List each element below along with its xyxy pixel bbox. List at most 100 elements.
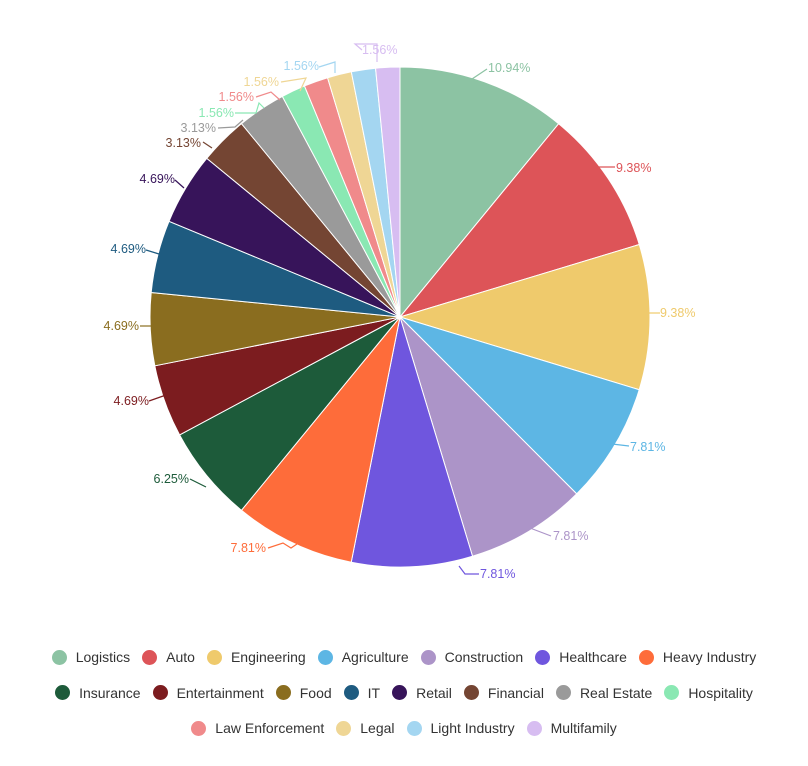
legend: Logistics Auto Engineering Agriculture Const… [0, 648, 808, 755]
legend-label: Retail [416, 684, 452, 701]
legend-label: Insurance [79, 684, 141, 701]
legend-row: Insurance Entertainment Food IT Retail Financ… [0, 684, 808, 702]
legend-swatch [406, 720, 422, 736]
leader-line [267, 542, 298, 549]
pie-chart: 10.94% 9.38% 9.38% 7.81% 7.81% 7.81% 7.81% 6.25… [104, 43, 696, 581]
legend-item[interactable]: Auto [142, 648, 195, 666]
pie-slice-multifamily[interactable] [374, 66, 401, 318]
legend-label: Law Enforcement [215, 720, 325, 736]
leader-lines [140, 43, 660, 575]
legend-swatch [152, 685, 168, 700]
data-label: 7.81% [630, 440, 665, 454]
legend-item[interactable]: Engineering [206, 648, 306, 666]
legend-label: IT [367, 684, 381, 701]
data-label: 6.25% [154, 472, 189, 486]
legend-item[interactable]: Logistics [51, 648, 131, 666]
legend-item[interactable]: Construction [420, 648, 524, 666]
legend-item[interactable]: Financial [463, 684, 544, 702]
legend-item[interactable]: Retail [392, 684, 452, 702]
pie-slices [149, 66, 651, 568]
legend-swatch [420, 649, 436, 665]
leader-line [202, 141, 213, 149]
leader-line [255, 91, 281, 101]
legend-swatch [555, 685, 571, 700]
legend-swatch [275, 685, 291, 700]
data-label: 1.56% [362, 43, 397, 57]
leader-line [235, 101, 265, 114]
legend-label: Heavy Industry [662, 649, 757, 665]
legend-item[interactable]: IT [343, 684, 381, 702]
leader-line [148, 394, 167, 402]
legend-item[interactable]: Food [275, 684, 332, 702]
leader-line [318, 61, 336, 73]
legend-swatch [191, 720, 207, 736]
data-label: 9.38% [660, 306, 695, 320]
legend-item[interactable]: Multifamily [526, 719, 617, 737]
data-labels: 10.94% 9.38% 9.38% 7.81% 7.81% 7.81% 7.81% 6.25… [104, 43, 696, 581]
legend-label: Agriculture [341, 649, 409, 665]
legend-label: Auto [166, 649, 195, 665]
pie-slice-construction[interactable] [399, 316, 578, 557]
legend-swatch [526, 720, 542, 736]
legend-swatch [336, 720, 352, 736]
pie-slice-agriculture[interactable] [399, 316, 640, 495]
legend-label: Real Estate [579, 684, 653, 701]
leader-line [280, 77, 308, 92]
data-label: 1.56% [199, 106, 234, 120]
legend-row: Law Enforcement Legal Light Industry Multif… [0, 719, 808, 737]
legend-item[interactable]: Heavy Industry [638, 648, 757, 666]
legend-item[interactable]: Agriculture [317, 648, 409, 666]
data-label: 4.69% [111, 242, 146, 256]
legend-swatch [317, 649, 333, 665]
data-label: 7.81% [553, 529, 588, 543]
legend-label: Logistics [75, 649, 131, 665]
legend-item[interactable]: Legal [336, 719, 395, 737]
legend-item[interactable]: Insurance [55, 684, 141, 702]
leader-line [611, 443, 630, 447]
pie-slice-healthcare[interactable] [350, 316, 474, 568]
data-label: 7.81% [231, 541, 266, 555]
data-label: 1.56% [219, 90, 254, 104]
legend-item[interactable]: Real Estate [555, 684, 653, 702]
legend-label: Engineering [230, 649, 306, 665]
legend-swatch [535, 649, 551, 665]
legend-item[interactable]: Hospitality [664, 684, 753, 702]
legend-label: Financial [487, 684, 544, 701]
leader-line [471, 68, 488, 80]
legend-item[interactable]: Light Industry [406, 719, 515, 737]
legend-item[interactable]: Healthcare [535, 648, 627, 666]
legend-label: Healthcare [559, 649, 627, 665]
leader-line [217, 119, 244, 129]
pie-slice-heavy-industry[interactable] [240, 316, 401, 563]
data-label: 7.81% [480, 567, 515, 581]
pie-slice-auto[interactable] [398, 123, 640, 318]
data-label: 1.56% [244, 75, 279, 89]
leader-line [145, 249, 160, 255]
legend-label: Construction [444, 649, 524, 665]
data-label: 1.56% [284, 59, 319, 73]
legend-label: Entertainment [176, 684, 264, 701]
legend-swatch [392, 685, 408, 700]
legend-swatch [55, 685, 71, 700]
pie-slice-engineering[interactable] [398, 243, 651, 391]
legend-swatch [638, 649, 654, 665]
legend-label: Legal [360, 720, 395, 736]
data-label: 3.13% [166, 136, 201, 150]
legend-swatch [206, 649, 222, 665]
legend-swatch [463, 685, 479, 700]
leader-line [529, 527, 552, 537]
legend-label: Multifamily [550, 720, 617, 736]
data-label: 4.69% [114, 394, 149, 408]
legend-swatch [664, 685, 680, 700]
pie-slice-logistics[interactable] [399, 66, 560, 319]
leader-line [353, 43, 378, 62]
legend-swatch [343, 685, 359, 700]
legend-swatch [51, 649, 67, 665]
legend-item[interactable]: Entertainment [152, 684, 264, 702]
leader-line [189, 478, 207, 488]
legend-swatch [142, 649, 158, 665]
data-label: 4.69% [104, 319, 139, 333]
legend-item[interactable]: Law Enforcement [191, 719, 324, 737]
leader-line [458, 565, 479, 575]
legend-label: Food [299, 684, 332, 701]
